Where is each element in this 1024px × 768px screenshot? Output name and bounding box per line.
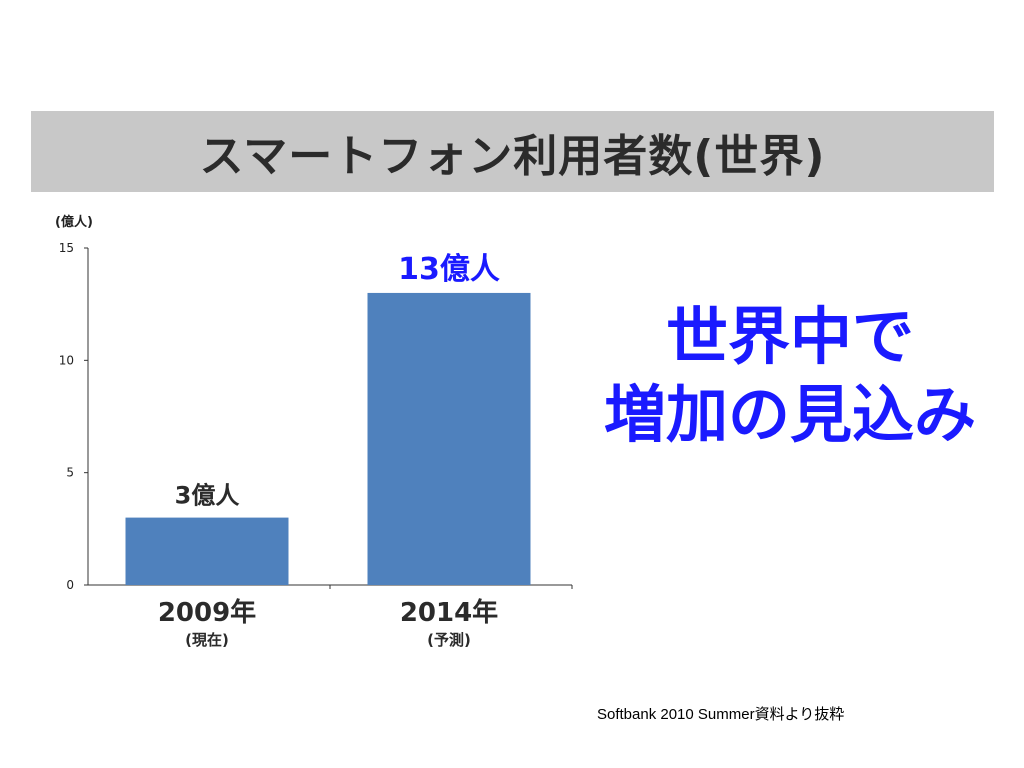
title-band: スマートフォン利用者数(世界)	[31, 111, 994, 192]
y-axis-label: (億人)	[55, 214, 93, 230]
y-tick-label: 5	[66, 466, 74, 480]
callout-line-2: 増加の見込み	[603, 378, 976, 451]
y-tick-label: 0	[66, 578, 74, 592]
bar-2	[367, 292, 531, 585]
data-label-2: 13億人	[398, 252, 500, 287]
data-label-1: 3億人	[175, 482, 240, 510]
bar-chart: (億人) 0 5 10 15 3億人 2009年 (現在) 13億人 2014年 (予測)	[55, 214, 573, 649]
bar-1	[125, 517, 289, 585]
callout-line-1: 世界中で	[665, 300, 914, 373]
x-category-sublabel-2: (予測)	[427, 631, 471, 649]
callout-text: 世界中で 増加の見込み	[585, 298, 995, 454]
x-category-label-1: 2009年	[158, 597, 256, 628]
x-category-sublabel-1: (現在)	[185, 631, 229, 649]
x-category-label-2: 2014年	[400, 597, 498, 628]
y-tick-label: 15	[59, 241, 74, 255]
y-tick-label: 10	[59, 353, 74, 367]
source-note: Softbank 2010 Summer資料より抜粋	[597, 706, 845, 723]
slide-title: スマートフォン利用者数(世界)	[199, 130, 826, 182]
